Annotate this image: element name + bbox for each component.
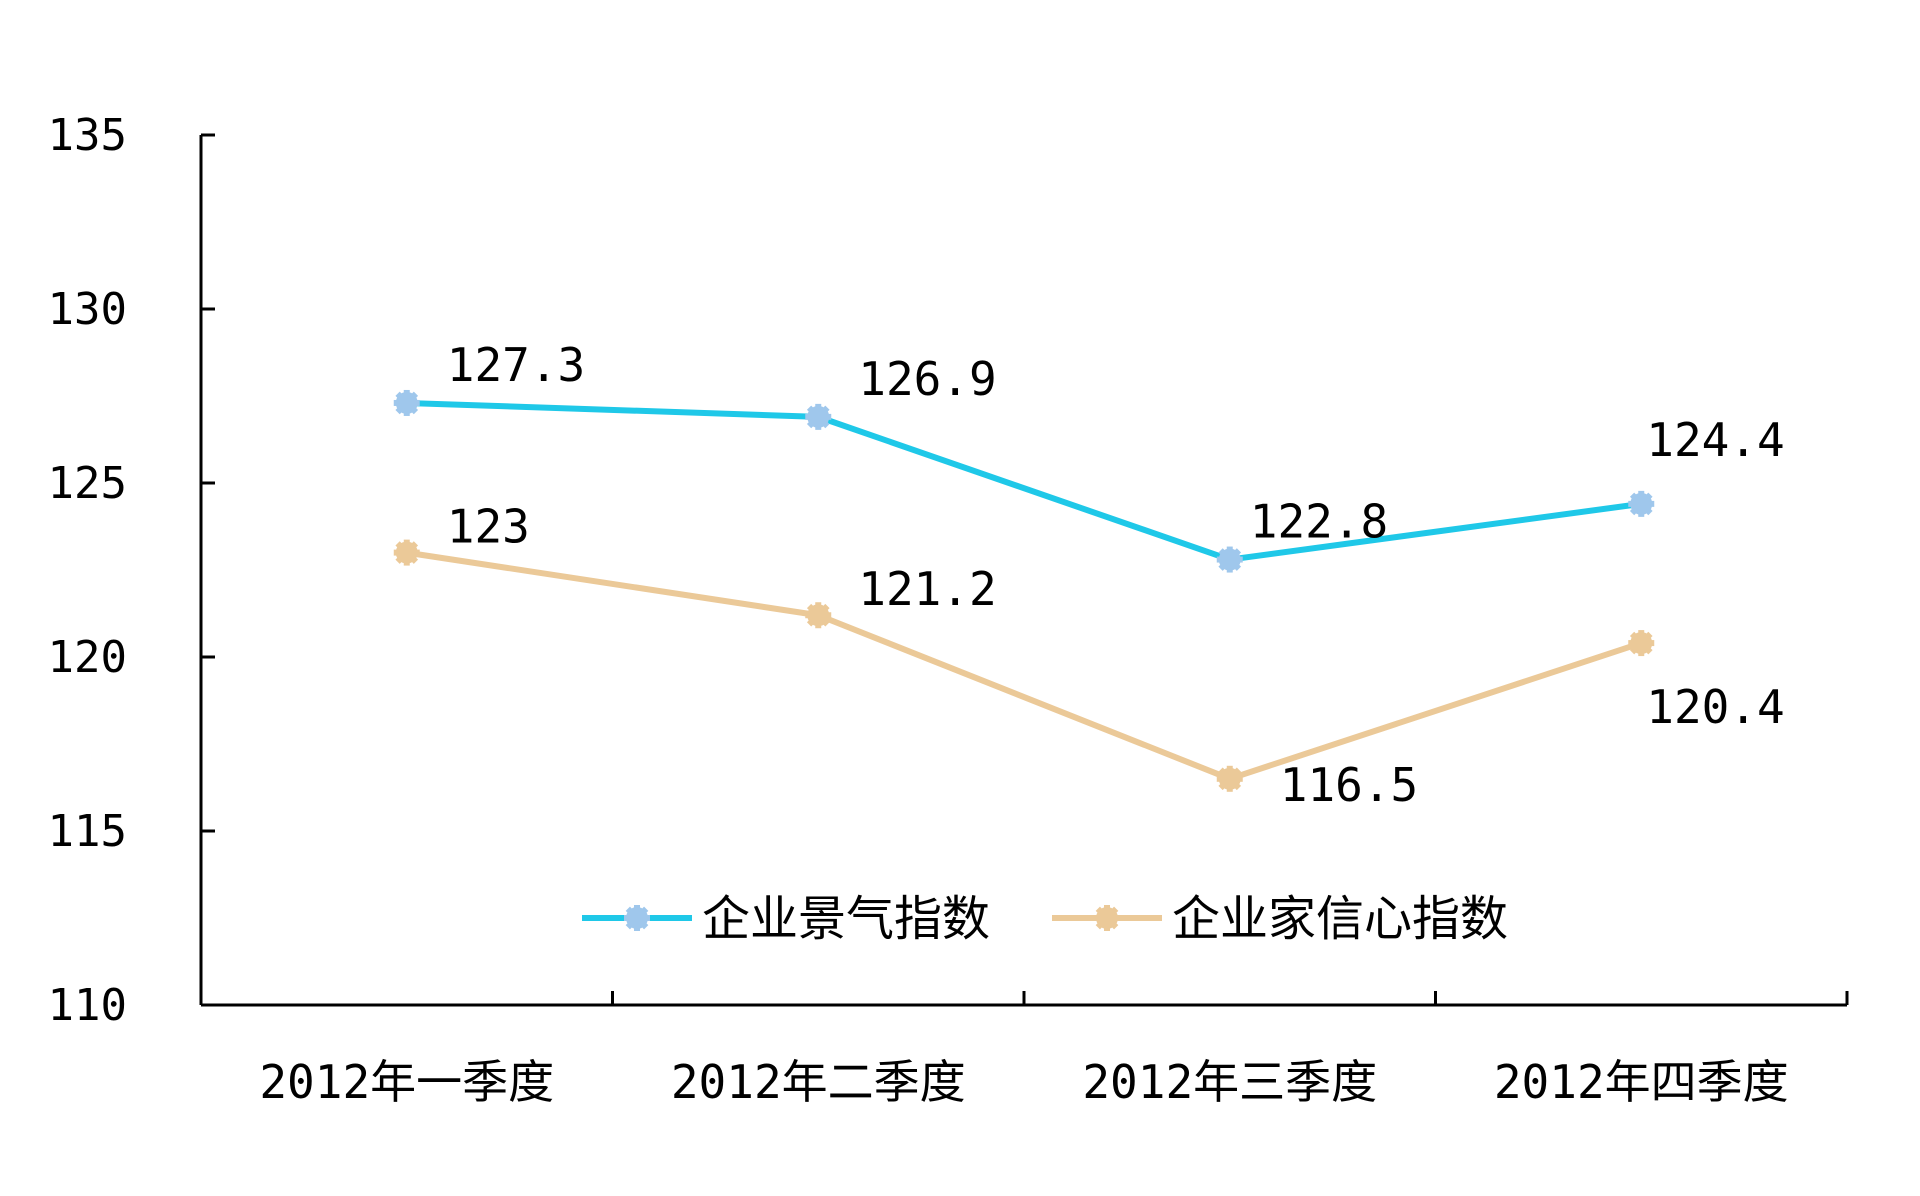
legend-marker-1 bbox=[1094, 905, 1120, 931]
x-category-label: 2012年一季度 bbox=[259, 1055, 554, 1109]
legend-label-0: 企业景气指数 bbox=[702, 891, 990, 947]
series-1-data-label: 121.2 bbox=[858, 562, 996, 616]
x-category-label: 2012年三季度 bbox=[1082, 1055, 1377, 1109]
x-category-label: 2012年二季度 bbox=[671, 1055, 966, 1109]
y-tick-label: 130 bbox=[48, 284, 127, 335]
series-0-point bbox=[1216, 546, 1243, 573]
series-0-data-label: 122.8 bbox=[1250, 495, 1388, 549]
x-category-label: 2012年四季度 bbox=[1494, 1055, 1789, 1109]
series-0-point bbox=[393, 389, 420, 416]
series-0-point bbox=[805, 403, 832, 430]
series-0-data-label: 127.3 bbox=[447, 338, 585, 392]
y-tick-label: 110 bbox=[48, 980, 127, 1031]
y-tick-label: 135 bbox=[48, 110, 127, 161]
y-tick-label: 115 bbox=[48, 806, 127, 857]
y-tick-label: 125 bbox=[48, 458, 127, 509]
series-1-point bbox=[805, 602, 832, 629]
series-line-0 bbox=[406, 399, 1642, 563]
series-1-point bbox=[1628, 630, 1655, 657]
series-1-data-label: 116.5 bbox=[1280, 758, 1418, 812]
legend-marker-0 bbox=[624, 905, 650, 931]
y-tick-label: 120 bbox=[48, 632, 127, 683]
series-1-point bbox=[1216, 765, 1243, 792]
series-1-point bbox=[393, 539, 420, 566]
series-1-data-label: 120.4 bbox=[1646, 680, 1784, 734]
series-0-point bbox=[1628, 490, 1655, 517]
series-0-data-label: 124.4 bbox=[1646, 413, 1784, 467]
series-line-1 bbox=[406, 549, 1643, 782]
legend-label-1: 企业家信心指数 bbox=[1172, 891, 1508, 947]
series-1-data-label: 123 bbox=[447, 500, 530, 554]
series-0-data-label: 126.9 bbox=[858, 352, 996, 406]
